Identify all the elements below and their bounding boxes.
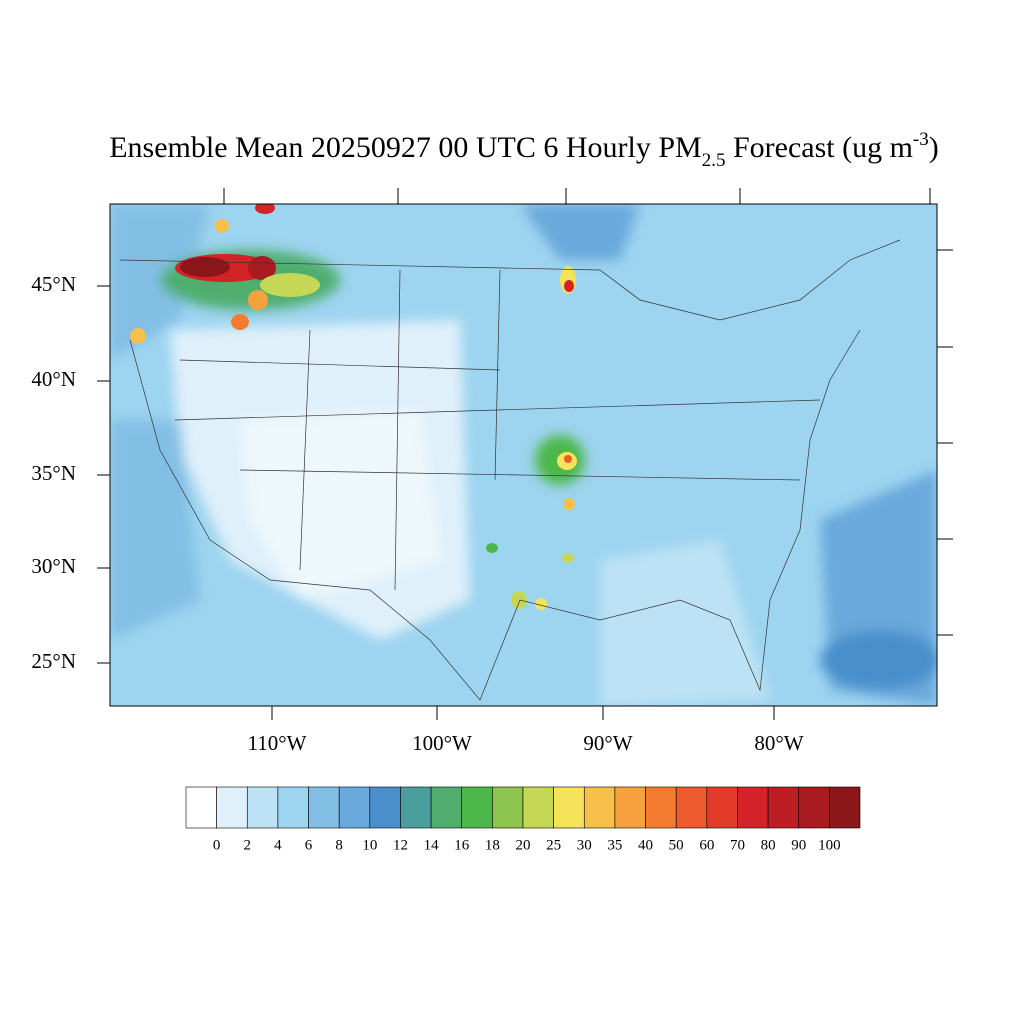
colorbar-label: 14 [424, 837, 440, 853]
colorbar-label: 18 [485, 837, 500, 853]
colorbar-box [798, 786, 830, 829]
title: Ensemble Mean 20250927 00 UTC 6 Hourly P… [109, 129, 939, 171]
colorbar-box [246, 786, 279, 829]
colorbar-label: 2 [244, 837, 252, 853]
lon-label: 100°W [412, 731, 472, 755]
colorbar-box [369, 786, 401, 829]
lat-label: 40°N [31, 367, 76, 391]
colorbar-box [522, 786, 554, 829]
colorbar-box [430, 786, 463, 829]
colorbar-box [461, 786, 493, 829]
title-main: Ensemble Mean 20250927 00 UTC 6 Hourly P… [109, 131, 701, 164]
colorbar-label: 30 [577, 837, 592, 853]
title-superscript: -3 [913, 129, 929, 150]
colorbar-label: 100 [818, 837, 841, 853]
colorbar-label: 50 [669, 837, 684, 853]
colorbar-label: 35 [607, 837, 622, 853]
colorbar-label: 70 [730, 837, 745, 853]
lat-label: 35°N [31, 461, 76, 485]
colorbar-box [553, 786, 585, 829]
colorbar-box [492, 786, 524, 829]
colorbar-label: 0 [213, 837, 221, 853]
colorbar-box [185, 786, 217, 829]
colorbar-box [338, 786, 371, 829]
axis-labels: 45°N 40°N 35°N 30°N 25°N 110°W 100°W 90°W 80°W [31, 272, 803, 755]
colorbar-box [216, 786, 248, 829]
title-middle: Forecast (ug m [725, 131, 912, 164]
colorbar-box [645, 786, 677, 829]
colorbar-label: 20 [516, 837, 531, 853]
colorbar-box [829, 786, 861, 829]
colorbar-label: 4 [274, 837, 282, 853]
colorbar-box [277, 786, 309, 829]
colorbar-label: 16 [454, 837, 470, 853]
colorbar-box [737, 786, 769, 829]
colorbar-box [706, 786, 738, 829]
colorbar-label: 12 [393, 837, 408, 853]
colorbar-label: 40 [638, 837, 653, 853]
colorbar-box [767, 786, 800, 829]
lon-label: 90°W [583, 731, 632, 755]
colorbar-box [614, 786, 646, 829]
axis-ticks [97, 188, 953, 720]
colorbar-box [308, 786, 340, 829]
colorbar-label: 90 [791, 837, 806, 853]
colorbar-label: 25 [546, 837, 561, 853]
lon-label: 80°W [754, 731, 803, 755]
lon-label: 110°W [248, 731, 307, 755]
lat-label: 45°N [31, 272, 76, 296]
colorbar-label: 6 [305, 837, 313, 853]
colorbar-label: 8 [335, 837, 343, 853]
title-subscript: 2.5 [702, 150, 726, 171]
colorbar-box [400, 786, 432, 829]
colorbar-label: 10 [362, 837, 377, 853]
lat-label: 25°N [31, 649, 76, 673]
pm-field [110, 204, 937, 706]
colorbar: 0 2 4 6 8 10 12 14 16 18 20 25 30 35 40 50 60 70 80 90 100 [185, 786, 861, 853]
map-frame [109, 203, 938, 707]
colorbar-box [675, 786, 708, 829]
colorbar-box [583, 786, 616, 829]
title-end: ) [929, 131, 939, 164]
colorbar-label: 80 [761, 837, 776, 853]
colorbar-label: 60 [699, 837, 714, 853]
lat-label: 30°N [31, 554, 76, 578]
